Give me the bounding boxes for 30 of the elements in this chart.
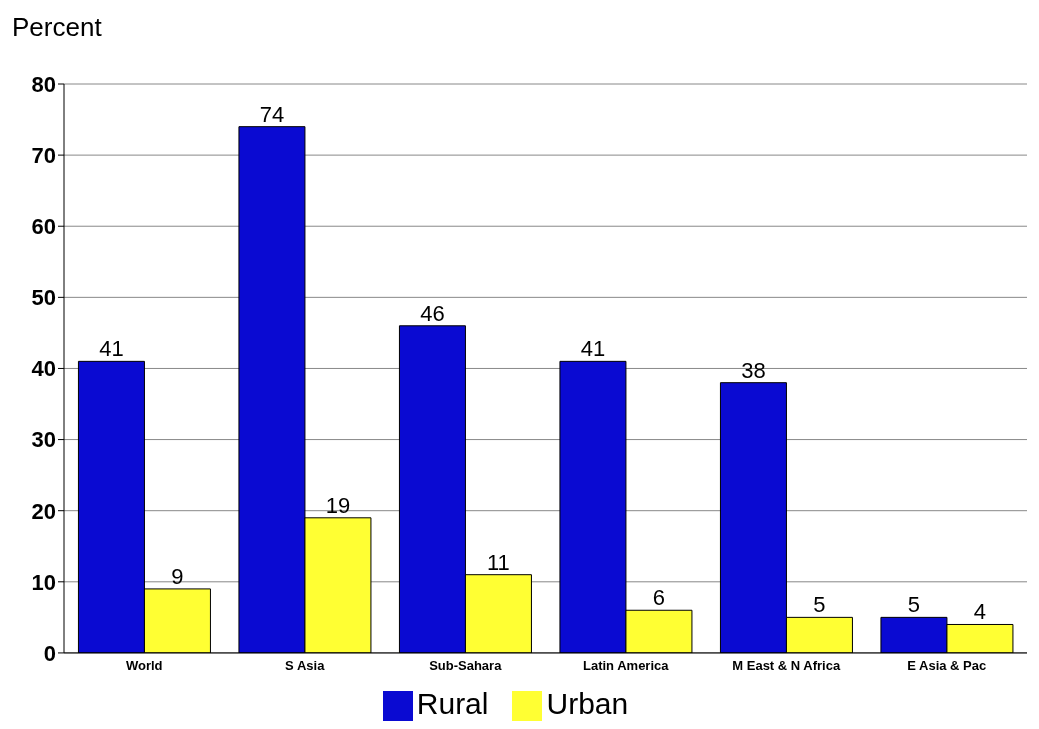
y-tick-label: 20 [31,498,56,524]
x-tick-label: World [125,658,163,674]
x-tick-label: S Asia [285,658,326,674]
data-label: 4 [973,599,987,625]
y-tick-label: 40 [31,356,56,382]
data-label: 6 [652,585,666,611]
data-label: 19 [325,492,351,518]
x-tick-label: Sub-Sahara [429,658,503,674]
legend-label: Urban [546,686,629,720]
data-label: 41 [99,336,124,362]
data-label: 11 [487,549,510,575]
data-label: 74 [259,101,285,127]
legend-label: Rural [416,686,489,720]
y-tick-label: 80 [31,71,56,97]
y-axis-title: Percent [12,12,102,43]
data-label: 41 [580,336,606,362]
data-label: 5 [907,592,921,618]
x-tick-label: M East & N Africa [732,658,841,674]
y-tick-label: 70 [31,142,56,168]
y-tick-label: 10 [31,569,56,595]
y-tick-label: 60 [31,214,56,240]
y-tick-label: 50 [31,285,56,311]
x-tick-label: Latin America [583,658,670,674]
data-label: 46 [420,300,445,326]
x-tick-label: E Asia & Pac [907,658,987,674]
y-tick-label: 30 [31,427,56,453]
data-label: 38 [741,357,766,383]
data-label: 5 [813,592,826,618]
data-label: 9 [171,563,184,589]
y-tick-label: 0 [43,640,56,666]
